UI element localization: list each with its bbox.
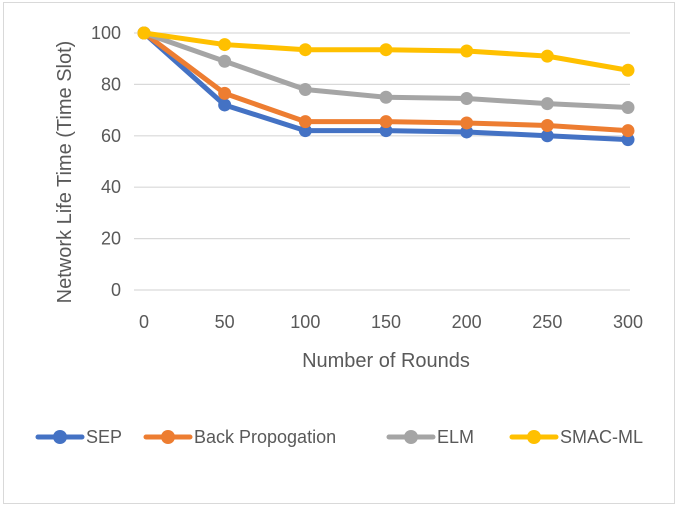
data-point [621, 124, 635, 138]
x-tick-label: 0 [139, 312, 149, 332]
data-point [298, 83, 312, 97]
data-point [379, 43, 393, 57]
data-point [460, 125, 474, 139]
data-point [218, 86, 232, 100]
y-tick-label: 20 [101, 229, 121, 249]
data-point [298, 43, 312, 57]
x-tick-label: 200 [452, 312, 482, 332]
x-tick-label: 150 [371, 312, 401, 332]
data-point [379, 124, 393, 138]
data-point [621, 63, 635, 77]
data-point [621, 101, 635, 115]
chart-frame [3, 2, 675, 504]
legend-label: ELM [437, 427, 474, 447]
data-point [298, 115, 312, 129]
data-point [621, 133, 635, 147]
legend-label: SEP [86, 427, 122, 447]
legend-label: Back Propogation [194, 427, 336, 447]
x-axis-title: Number of Rounds [302, 350, 470, 372]
y-tick-labels: 0 20 40 60 80 100 [91, 23, 121, 300]
legend-swatch-marker [404, 430, 418, 444]
data-point [137, 26, 151, 40]
y-tick-label: 60 [101, 126, 121, 146]
legend-item: ELM [386, 427, 474, 447]
y-tick-label: 0 [111, 280, 121, 300]
data-point [379, 115, 393, 129]
data-point [460, 92, 474, 106]
legend-swatch-marker [53, 430, 67, 444]
y-tick-label: 100 [91, 23, 121, 43]
data-point [379, 90, 393, 104]
x-tick-label: 50 [215, 312, 235, 332]
series-layer [137, 26, 635, 147]
x-tick-label: 300 [613, 312, 643, 332]
legend-label: SMAC-ML [560, 427, 643, 447]
data-point [540, 119, 554, 133]
legend-item: SEP [35, 427, 122, 447]
x-tick-labels: 0 50 100 150 200 250 300 [139, 312, 643, 332]
data-point [218, 54, 232, 68]
data-point [218, 38, 232, 52]
y-tick-label: 80 [101, 74, 121, 94]
data-point [218, 98, 232, 112]
data-point [298, 124, 312, 138]
y-axis-title: Network Life Time (Time Slot) [54, 41, 76, 304]
data-point [540, 49, 554, 63]
legend-item: Back Propogation [143, 427, 336, 447]
data-point [460, 116, 474, 130]
x-tick-label: 250 [532, 312, 562, 332]
data-point [460, 44, 474, 58]
legend: SEP Back Propogation ELM SMAC-ML [35, 427, 643, 447]
data-point [540, 129, 554, 143]
grid-lines [134, 32, 630, 291]
series-elm [137, 26, 635, 115]
legend-swatch-marker [527, 430, 541, 444]
legend-swatch-marker [161, 430, 175, 444]
x-tick-label: 100 [290, 312, 320, 332]
y-tick-label: 40 [101, 177, 121, 197]
series-smac-ml [137, 26, 635, 77]
legend-item: SMAC-ML [509, 427, 643, 447]
data-point [540, 97, 554, 111]
